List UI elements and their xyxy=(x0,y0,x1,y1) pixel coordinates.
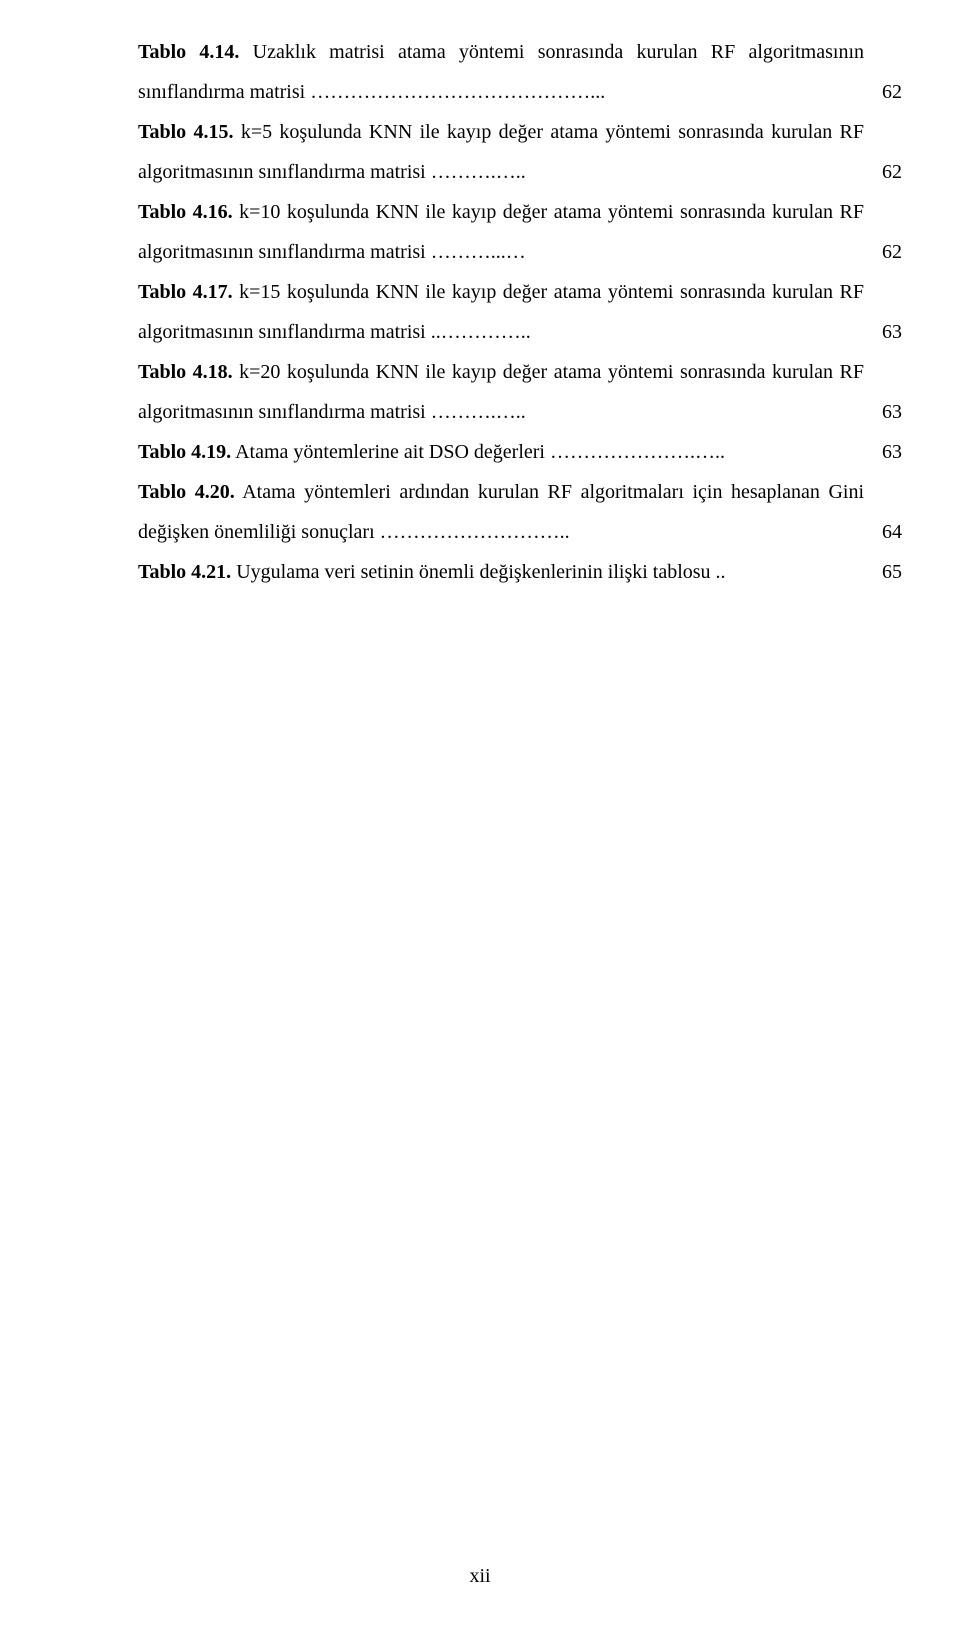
toc-entry-label: Tablo 4.18. xyxy=(138,361,233,383)
toc-entry-text: Tablo 4.19. Atama yöntemlerine ait DSO d… xyxy=(138,432,864,472)
toc-entry: Tablo 4.19. Atama yöntemlerine ait DSO d… xyxy=(138,432,902,472)
toc-entry-text: Tablo 4.21. Uygulama veri setinin önemli… xyxy=(138,552,864,592)
toc-entry: Tablo 4.15. k=5 koşulunda KNN ile kayıp … xyxy=(138,112,902,192)
toc-entry-page: 65 xyxy=(864,552,902,592)
toc-entry-page: 62 xyxy=(864,232,902,272)
toc-entry: Tablo 4.17. k=15 koşulunda KNN ile kayıp… xyxy=(138,272,902,352)
toc-entry-text: Tablo 4.15. k=5 koşulunda KNN ile kayıp … xyxy=(138,112,864,192)
toc-entry-body: k=15 koşulunda KNN ile kayıp değer atama… xyxy=(138,281,864,343)
toc-entry-label: Tablo 4.14. xyxy=(138,41,239,63)
toc-entry: Tablo 4.18. k=20 koşulunda KNN ile kayıp… xyxy=(138,352,902,432)
toc-entry-body: Atama yöntemleri ardından kurulan RF alg… xyxy=(138,481,864,543)
toc-entry-page: 63 xyxy=(864,392,902,432)
toc-entry-body: k=10 koşulunda KNN ile kayıp değer atama… xyxy=(138,201,864,263)
toc-entry-label: Tablo 4.16. xyxy=(138,201,233,223)
toc-entry-text: Tablo 4.16. k=10 koşulunda KNN ile kayıp… xyxy=(138,192,864,272)
toc-entry: Tablo 4.16. k=10 koşulunda KNN ile kayıp… xyxy=(138,192,902,272)
toc-entry-label: Tablo 4.21. xyxy=(138,561,231,583)
toc-entry-page: 62 xyxy=(864,72,902,112)
toc-entry-page: 62 xyxy=(864,152,902,192)
page-number: xii xyxy=(0,1565,960,1588)
toc-entry-text: Tablo 4.20. Atama yöntemleri ardından ku… xyxy=(138,472,864,552)
toc-entry-text: Tablo 4.17. k=15 koşulunda KNN ile kayıp… xyxy=(138,272,864,352)
toc-entry-page: 63 xyxy=(864,432,902,472)
toc-entry: Tablo 4.20. Atama yöntemleri ardından ku… xyxy=(138,472,902,552)
table-of-tables-list: Tablo 4.14. Uzaklık matrisi atama yöntem… xyxy=(138,32,902,592)
toc-entry-body: k=20 koşulunda KNN ile kayıp değer atama… xyxy=(138,361,864,423)
toc-entry-label: Tablo 4.19. xyxy=(138,441,231,463)
page-container: Tablo 4.14. Uzaklık matrisi atama yöntem… xyxy=(0,0,960,1648)
toc-entry-label: Tablo 4.17. xyxy=(138,281,233,303)
toc-entry-text: Tablo 4.14. Uzaklık matrisi atama yöntem… xyxy=(138,32,864,112)
toc-entry-body: Uzaklık matrisi atama yöntemi sonrasında… xyxy=(138,41,864,103)
toc-entry-label: Tablo 4.20. xyxy=(138,481,235,503)
toc-entry-body: k=5 koşulunda KNN ile kayıp değer atama … xyxy=(138,121,864,183)
toc-entry: Tablo 4.14. Uzaklık matrisi atama yöntem… xyxy=(138,32,902,112)
toc-entry-body: Atama yöntemlerine ait DSO değerleri ………… xyxy=(231,441,725,463)
toc-entry-body: Uygulama veri setinin önemli değişkenler… xyxy=(231,561,725,583)
toc-entry-page: 63 xyxy=(864,312,902,352)
toc-entry-label: Tablo 4.15. xyxy=(138,121,234,143)
toc-entry-page: 64 xyxy=(864,512,902,552)
toc-entry: Tablo 4.21. Uygulama veri setinin önemli… xyxy=(138,552,902,592)
toc-entry-text: Tablo 4.18. k=20 koşulunda KNN ile kayıp… xyxy=(138,352,864,432)
